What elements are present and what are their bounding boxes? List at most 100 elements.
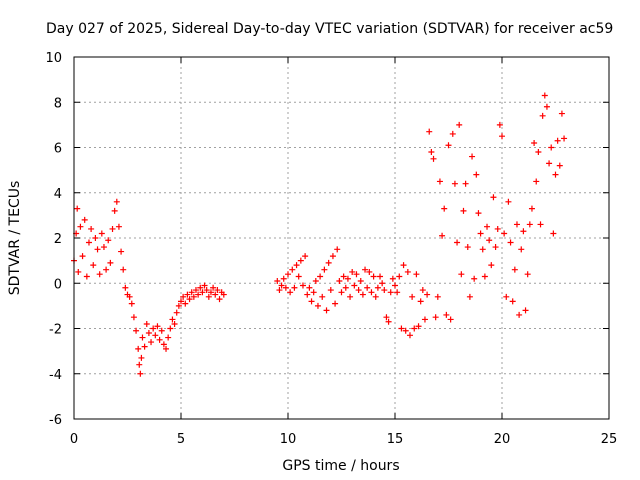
x-tick-label: 20	[494, 432, 511, 447]
data-point	[558, 110, 565, 117]
data-point	[334, 246, 341, 253]
data-point	[522, 307, 529, 314]
data-point	[460, 207, 467, 214]
data-point	[141, 343, 148, 350]
data-point	[199, 289, 206, 296]
x-tick-label: 25	[601, 432, 618, 447]
x-tick-label: 0	[70, 432, 78, 447]
data-point	[379, 280, 386, 287]
data-point	[201, 282, 208, 289]
data-point	[293, 262, 300, 269]
data-point	[479, 246, 486, 253]
data-point	[351, 282, 358, 289]
data-point	[462, 180, 469, 187]
data-point	[338, 289, 345, 296]
y-tick-label: 4	[54, 187, 62, 202]
data-point	[368, 289, 375, 296]
data-point	[136, 361, 143, 368]
data-point	[171, 320, 178, 327]
data-point	[216, 296, 223, 303]
data-point	[383, 314, 390, 321]
data-point	[96, 271, 103, 278]
data-point	[165, 334, 172, 341]
data-point	[308, 298, 315, 305]
data-point	[550, 230, 557, 237]
data-point	[77, 223, 84, 230]
data-point	[186, 296, 193, 303]
data-point	[357, 277, 364, 284]
data-point	[511, 266, 518, 273]
data-point	[488, 262, 495, 269]
data-point	[561, 135, 568, 142]
data-point	[458, 271, 465, 278]
x-tick-label: 5	[177, 432, 185, 447]
data-point	[75, 268, 82, 275]
data-point	[289, 266, 296, 273]
data-point	[105, 237, 112, 244]
data-point	[182, 300, 189, 307]
y-tick-label: 8	[54, 96, 62, 111]
data-point	[173, 309, 180, 316]
x-axis-label: GPS time / hours	[282, 458, 399, 474]
data-point	[426, 128, 433, 135]
data-point	[81, 216, 88, 223]
data-point	[432, 314, 439, 321]
data-point	[396, 273, 403, 280]
data-point	[188, 289, 195, 296]
chart-title: Day 027 of 2025, Sidereal Day-to-day VTE…	[46, 21, 613, 37]
data-point	[332, 300, 339, 307]
grid-layer	[74, 57, 609, 419]
data-point	[197, 284, 204, 291]
data-point	[160, 341, 167, 348]
data-point	[302, 253, 309, 260]
data-point	[548, 144, 555, 151]
data-point	[115, 223, 122, 230]
data-point	[109, 225, 116, 232]
data-point	[135, 345, 142, 352]
data-point	[520, 228, 527, 235]
tick-layer: 0 5 10 15 20 25 -6 -4 -2 0 2 4 6 8 10	[45, 51, 617, 447]
data-point	[347, 293, 354, 300]
data-point	[537, 221, 544, 228]
data-point	[103, 266, 110, 273]
data-point	[394, 289, 401, 296]
data-point	[533, 178, 540, 185]
data-point	[190, 293, 197, 300]
data-point	[509, 298, 516, 305]
data-point	[154, 323, 161, 330]
data-point	[163, 345, 170, 352]
data-point	[486, 237, 493, 244]
data-point	[513, 221, 520, 228]
data-point	[546, 160, 553, 167]
data-point	[175, 302, 182, 309]
data-point	[370, 273, 377, 280]
data-point	[451, 180, 458, 187]
data-point	[285, 271, 291, 278]
data-point	[364, 284, 371, 291]
data-point	[118, 248, 125, 255]
data-point	[445, 142, 452, 149]
data-point	[92, 235, 99, 241]
data-point	[98, 230, 105, 237]
data-point	[107, 259, 114, 266]
data-point	[466, 293, 473, 300]
x-tick-label: 15	[387, 432, 404, 447]
data-point	[220, 291, 227, 298]
data-point	[464, 244, 471, 251]
data-point	[424, 291, 431, 298]
data-point	[327, 287, 334, 294]
data-point	[323, 307, 330, 314]
y-tick-label: 10	[45, 51, 62, 66]
data-point	[507, 239, 514, 246]
data-point	[415, 323, 422, 330]
data-point	[291, 284, 298, 291]
data-point	[276, 287, 283, 294]
data-point	[169, 316, 176, 323]
data-point	[152, 332, 159, 339]
data-point	[306, 284, 313, 291]
data-point	[299, 282, 306, 289]
data-point	[139, 334, 146, 341]
data-point	[349, 268, 356, 275]
data-point	[148, 339, 155, 346]
